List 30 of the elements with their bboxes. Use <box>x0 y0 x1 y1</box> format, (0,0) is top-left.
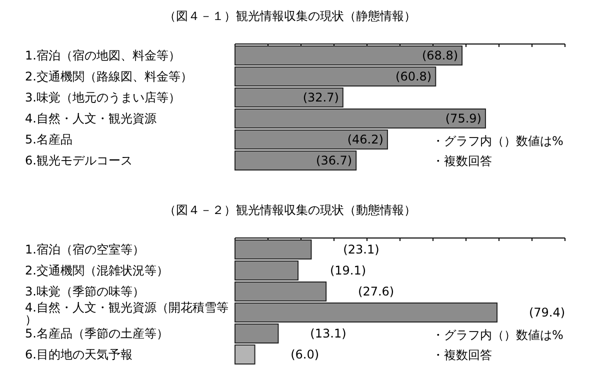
chart-title: （図４－１）観光情報収集の現状（静態情報） <box>164 9 416 23</box>
y-tick-label: 6.目的地の天気予報 <box>25 348 132 362</box>
annotation: ・複数回答 <box>432 348 492 362</box>
y-tick-label: 4.自然・人文・観光資源 <box>25 112 156 126</box>
annotation: ・複数回答 <box>432 154 492 168</box>
data-label: (75.9) <box>445 112 482 126</box>
y-tick-label: 4.自然・人文・観光資源（開花積雪等） <box>25 300 228 326</box>
y-tick-label: 1.宿泊（宿の地図、料金等） <box>25 48 180 62</box>
data-label: (36.7) <box>316 154 352 168</box>
chart-title: （図４－２）観光情報収集の現状（動態情報） <box>164 203 416 217</box>
data-label: (27.6) <box>358 284 394 298</box>
data-label: (68.8) <box>422 48 458 62</box>
y-tick-label: 6.観光モデルコース <box>25 154 132 168</box>
y-tick-label: 2.交通機関（路線図、料金等） <box>25 70 192 84</box>
y-tick-label: 3.味覚（季節の味等） <box>25 284 144 298</box>
y-tick-label: 2.交通機関（混雑状況等） <box>25 264 168 278</box>
annotation: ・グラフ内（）数値は% <box>432 134 564 148</box>
data-label: (19.1) <box>330 264 366 278</box>
annotation: ・グラフ内（）数値は% <box>432 328 564 342</box>
data-label: (32.7) <box>302 90 339 104</box>
data-label: (6.0) <box>290 348 320 362</box>
data-label: (60.8) <box>396 70 432 84</box>
data-label: (46.2) <box>347 132 384 146</box>
data-label: (23.1) <box>343 242 380 256</box>
y-tick-label: 3.味覚（地元のうまい店等） <box>25 90 180 104</box>
data-label: (13.1) <box>310 326 346 340</box>
data-label: (79.4) <box>528 306 566 320</box>
y-tick-label: 1.宿泊（宿の空室等） <box>25 242 144 256</box>
y-tick-label: 5.名産品（季節の土産等） <box>25 326 168 340</box>
y-tick-label: 5.名産品 <box>25 132 72 146</box>
